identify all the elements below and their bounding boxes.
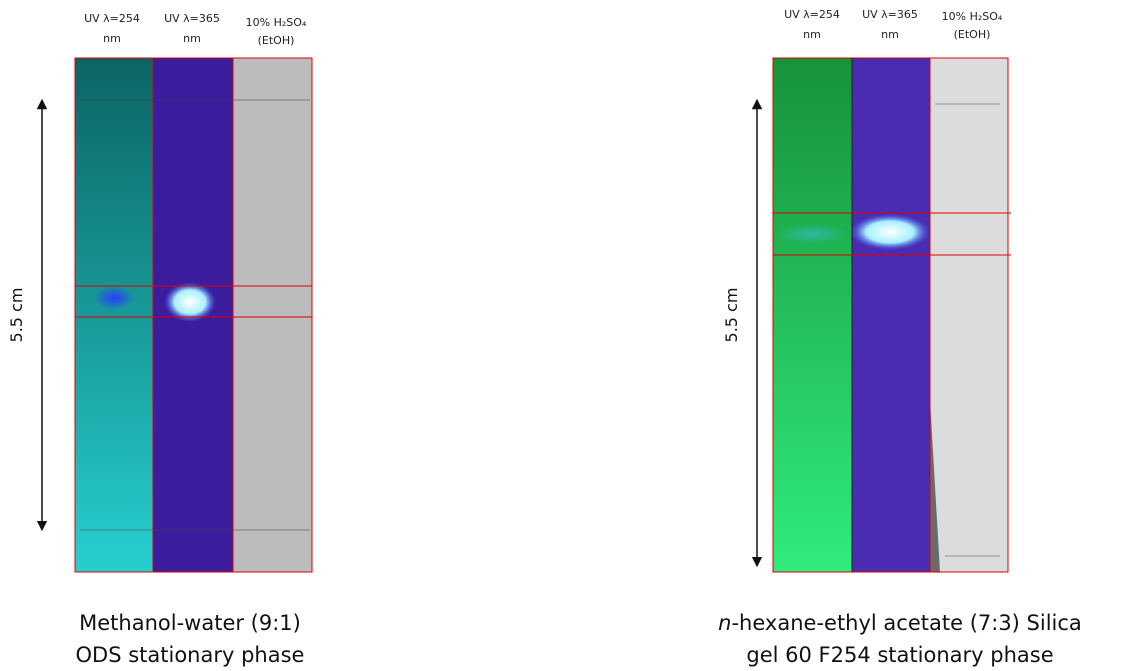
caption: gel 60 F254 stationary phase (746, 643, 1053, 667)
column-label: 10% H₂SO₄ (246, 16, 307, 29)
plate-shadow (930, 400, 940, 572)
plate-h2so4 (930, 58, 1008, 572)
caption-text: -hexane-ethyl acetate (7:3) Silica (731, 611, 1081, 635)
plate-h2so4 (233, 58, 312, 572)
column-label: nm (103, 32, 121, 45)
left-panel: UV λ=254 nm UV λ=365 nm 10% H₂SO₄ (EtOH)… (7, 12, 313, 667)
caption: ODS stationary phase (76, 643, 305, 667)
column-label: UV λ=365 (862, 8, 918, 21)
caption: Methanol-water (9:1) (79, 611, 301, 635)
caption-italic: n (718, 611, 731, 635)
caption: n-hexane-ethyl acetate (7:3) Silica (718, 611, 1082, 635)
spot (164, 282, 216, 322)
spot (94, 286, 134, 310)
column-label: UV λ=365 (164, 12, 220, 25)
plate-uv254 (773, 58, 852, 572)
column-label: (EtOH) (954, 28, 991, 41)
column-label: nm (183, 32, 201, 45)
spot (776, 224, 848, 244)
column-label: UV λ=254 (84, 12, 140, 25)
plate-uv254 (75, 58, 153, 572)
column-label: nm (803, 28, 821, 41)
column-label: UV λ=254 (784, 8, 840, 21)
spot (850, 214, 930, 250)
right-panel: UV λ=254 nm UV λ=365 nm 10% H₂SO₄ (EtOH)… (718, 8, 1082, 667)
column-label: 10% H₂SO₄ (942, 10, 1003, 23)
scale-label: 5.5 cm (722, 288, 741, 343)
scale-label: 5.5 cm (7, 288, 26, 343)
column-label: (EtOH) (258, 34, 295, 47)
column-label: nm (881, 28, 899, 41)
plate-border (772, 57, 1009, 573)
plate-uv365 (852, 58, 930, 572)
plate-border (74, 57, 313, 573)
